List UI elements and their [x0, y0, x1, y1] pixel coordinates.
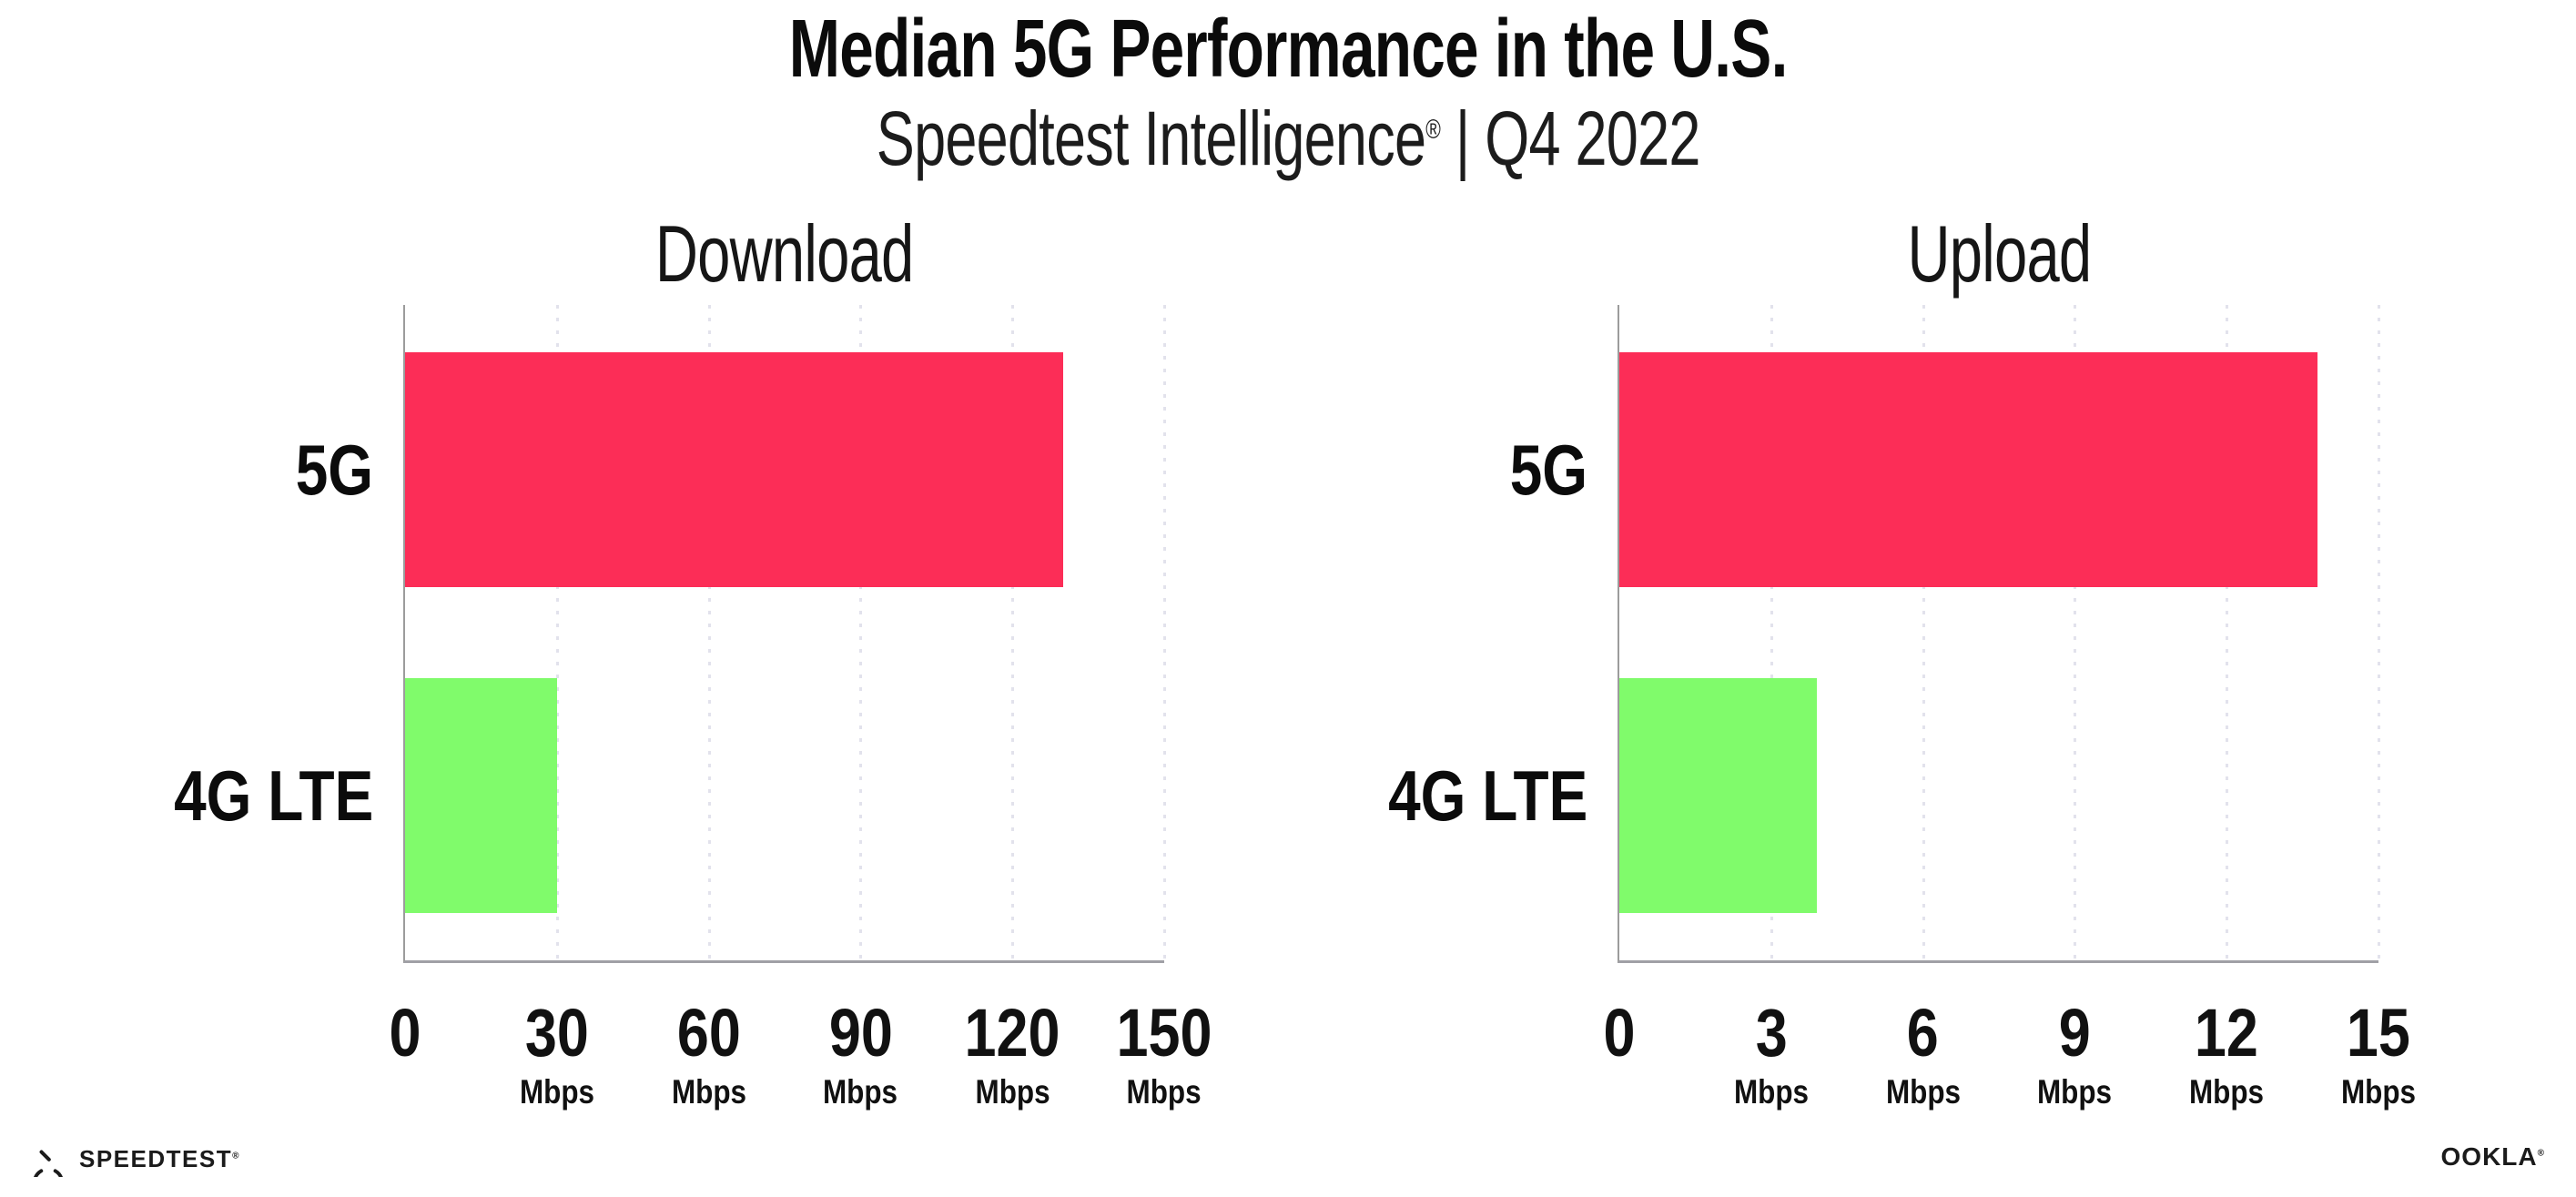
subtitle-brand: Speedtest Intelligence	[876, 96, 1426, 181]
upload-chart: Upload 5G 4G LTE 0 3 Mbps 6 Mbps 9 Mbps …	[1388, 212, 2416, 1111]
download-chart-title: Download	[655, 208, 914, 299]
category-label-4g-lte: 4G LTE	[173, 756, 373, 836]
speedtest-wordmark: SPEEDTEST®	[79, 1144, 240, 1172]
gridline	[1011, 305, 1015, 960]
x-tick-0: 0	[1603, 995, 1636, 1070]
gridline	[859, 305, 863, 960]
x-tick-150: 150 Mbps	[1116, 995, 1212, 1111]
gridline	[2074, 305, 2077, 960]
x-tick-6: 6 Mbps	[1885, 995, 1961, 1111]
registered-mark: ®	[232, 1150, 240, 1161]
page-subtitle: Speedtest Intelligence® | Q4 2022	[0, 95, 2576, 182]
gridline	[707, 305, 711, 960]
speedtest-gauge-icon	[30, 1141, 66, 1177]
x-tick-15: 15 Mbps	[2340, 995, 2417, 1111]
subtitle-period: | Q4 2022	[1439, 96, 1701, 181]
upload-chart-title: Upload	[1907, 208, 2092, 299]
page-title: Median 5G Performance in the U.S.	[788, 4, 1789, 95]
bar-5g-download	[405, 352, 1063, 587]
gridline	[1770, 305, 1773, 960]
x-tick-12: 12 Mbps	[2189, 995, 2265, 1111]
gridline	[555, 305, 559, 960]
x-tick-0: 0	[389, 995, 421, 1070]
category-label-5g: 5G	[295, 430, 373, 510]
ookla-wordmark: OOKLA	[2440, 1142, 2538, 1171]
bar-5g-upload	[1619, 352, 2318, 587]
bar-4g-lte-upload	[1619, 678, 1817, 913]
speedtest-logo: SPEEDTEST®	[30, 1138, 240, 1180]
x-tick-9: 9 Mbps	[2037, 995, 2113, 1111]
x-tick-90: 90 Mbps	[823, 995, 898, 1111]
ookla-logo: OOKLA®	[2441, 1142, 2545, 1172]
x-tick-120: 120 Mbps	[964, 995, 1060, 1111]
download-chart: Download 5G 4G LTE 0 30 Mbps 60 Mbps 90 …	[174, 212, 1212, 1111]
gridline	[2378, 305, 2380, 960]
gridline	[1163, 305, 1166, 960]
registered-mark: ®	[2537, 1148, 2545, 1159]
gridline	[2226, 305, 2229, 960]
category-label-5g: 5G	[1509, 430, 1587, 510]
category-label-4g-lte: 4G LTE	[1387, 756, 1587, 836]
x-tick-60: 60 Mbps	[671, 995, 746, 1111]
registered-mark: ®	[1425, 115, 1441, 145]
x-tick-30: 30 Mbps	[519, 995, 594, 1111]
bar-4g-lte-download	[405, 678, 557, 913]
gridline	[1922, 305, 1925, 960]
x-tick-3: 3 Mbps	[1733, 995, 1809, 1111]
